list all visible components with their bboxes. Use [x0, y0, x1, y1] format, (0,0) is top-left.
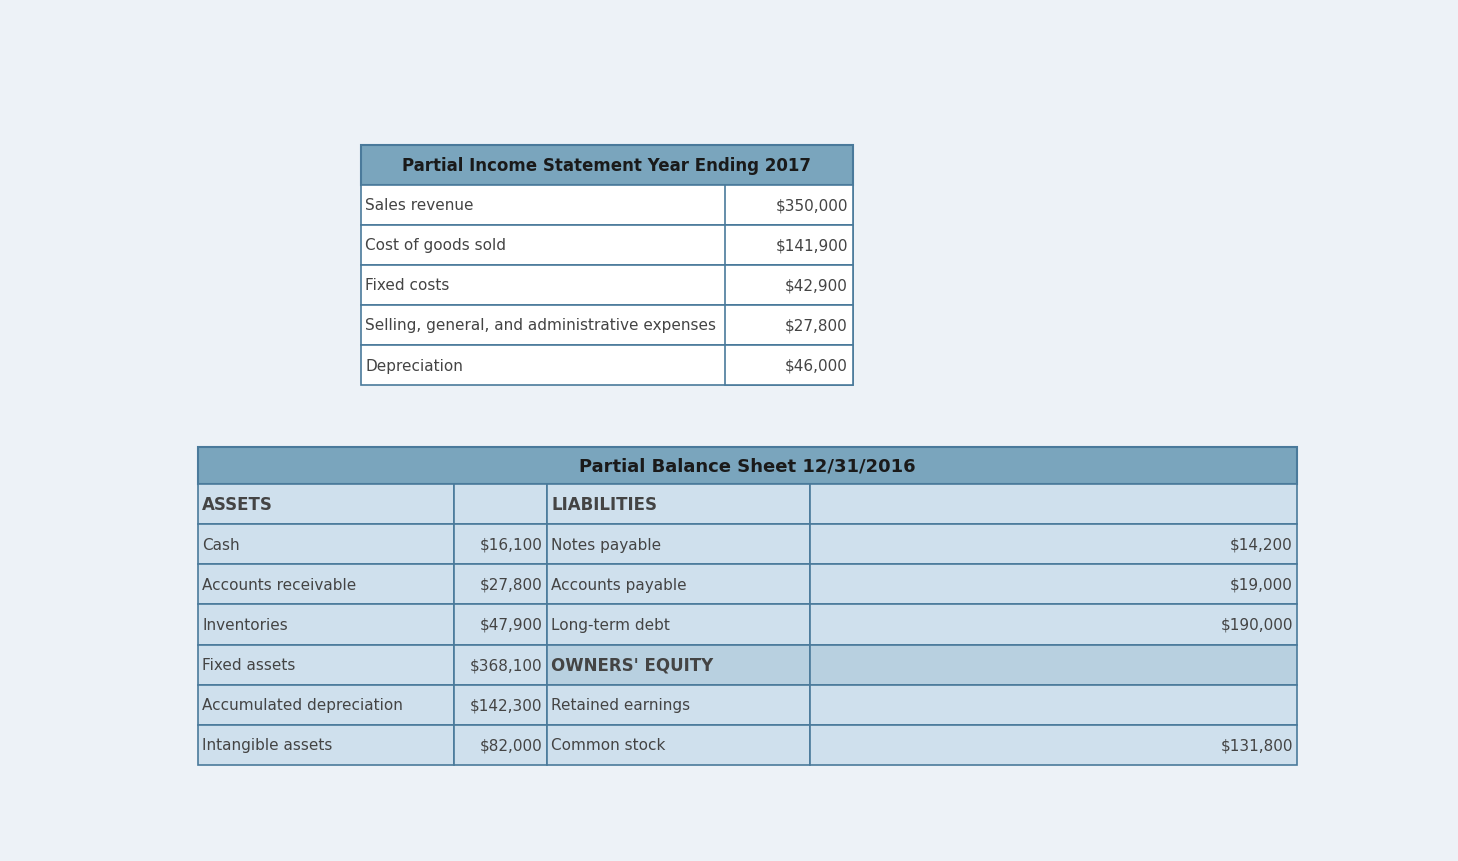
Bar: [360, 345, 853, 386]
Bar: [725, 345, 853, 386]
Text: Fixed assets: Fixed assets: [203, 657, 296, 672]
Text: Retained earnings: Retained earnings: [551, 697, 690, 712]
Text: Intangible assets: Intangible assets: [203, 737, 332, 753]
Bar: [547, 565, 811, 604]
Text: $350,000: $350,000: [776, 198, 849, 214]
Text: $368,100: $368,100: [469, 657, 542, 672]
Text: $142,300: $142,300: [469, 697, 542, 712]
Bar: [547, 485, 811, 525]
Bar: [725, 226, 853, 265]
Text: $27,800: $27,800: [786, 318, 849, 333]
Text: Selling, general, and administrative expenses: Selling, general, and administrative exp…: [364, 318, 716, 333]
Text: Accumulated depreciation: Accumulated depreciation: [203, 697, 404, 712]
Bar: [725, 306, 853, 345]
Bar: [453, 565, 547, 604]
Text: Notes payable: Notes payable: [551, 537, 662, 552]
Bar: [198, 645, 453, 684]
Bar: [453, 525, 547, 565]
Bar: [811, 604, 1296, 645]
Text: $82,000: $82,000: [480, 737, 542, 753]
Text: $42,900: $42,900: [784, 278, 849, 293]
Text: Cost of goods sold: Cost of goods sold: [364, 238, 506, 253]
Bar: [453, 645, 547, 684]
Text: Depreciation: Depreciation: [364, 358, 464, 373]
Bar: [360, 146, 853, 186]
Text: $14,200: $14,200: [1231, 537, 1293, 552]
Bar: [547, 684, 811, 725]
Bar: [198, 525, 453, 565]
Bar: [547, 725, 811, 765]
Bar: [811, 725, 1296, 765]
Bar: [198, 485, 453, 525]
Bar: [811, 525, 1296, 565]
Text: Accounts payable: Accounts payable: [551, 577, 687, 592]
Bar: [811, 645, 1296, 684]
Text: $16,100: $16,100: [480, 537, 542, 552]
Bar: [453, 485, 547, 525]
Text: Long-term debt: Long-term debt: [551, 617, 671, 632]
Text: Fixed costs: Fixed costs: [364, 278, 449, 293]
Text: Inventories: Inventories: [203, 617, 289, 632]
Text: Sales revenue: Sales revenue: [364, 198, 474, 214]
Text: Partial Income Statement Year Ending 2017: Partial Income Statement Year Ending 201…: [402, 157, 811, 175]
Bar: [198, 604, 453, 645]
Bar: [811, 565, 1296, 604]
Bar: [453, 604, 547, 645]
Text: Cash: Cash: [203, 537, 241, 552]
Text: $46,000: $46,000: [784, 358, 849, 373]
Text: Accounts receivable: Accounts receivable: [203, 577, 357, 592]
Bar: [198, 684, 453, 725]
Bar: [547, 604, 811, 645]
Bar: [360, 265, 853, 306]
Bar: [360, 186, 853, 226]
Bar: [811, 485, 1296, 525]
Text: $27,800: $27,800: [480, 577, 542, 592]
Bar: [811, 684, 1296, 725]
Text: Partial Balance Sheet 12/31/2016: Partial Balance Sheet 12/31/2016: [579, 457, 916, 475]
Bar: [453, 725, 547, 765]
Bar: [453, 684, 547, 725]
Text: OWNERS' EQUITY: OWNERS' EQUITY: [551, 656, 713, 674]
Text: $19,000: $19,000: [1231, 577, 1293, 592]
Bar: [725, 186, 853, 226]
Bar: [360, 306, 853, 345]
Bar: [198, 725, 453, 765]
Bar: [547, 525, 811, 565]
Text: LIABILITIES: LIABILITIES: [551, 496, 658, 514]
Bar: [547, 645, 811, 684]
Bar: [198, 565, 453, 604]
Text: ASSETS: ASSETS: [203, 496, 273, 514]
Text: $190,000: $190,000: [1220, 617, 1293, 632]
Bar: [725, 265, 853, 306]
Text: $141,900: $141,900: [776, 238, 849, 253]
Bar: [198, 448, 1296, 485]
Text: $47,900: $47,900: [480, 617, 542, 632]
Text: $131,800: $131,800: [1220, 737, 1293, 753]
Bar: [360, 226, 853, 265]
Text: Common stock: Common stock: [551, 737, 665, 753]
